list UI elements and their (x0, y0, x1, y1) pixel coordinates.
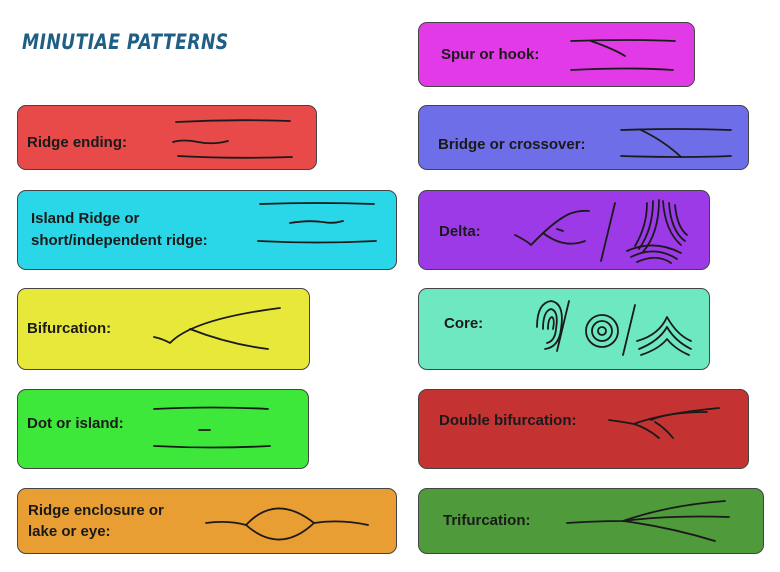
card-dot-or-island: Dot or island: (17, 389, 309, 469)
spur-or-hook-label: Spur or hook: (441, 46, 540, 63)
card-spur-or-hook: Spur or hook: (418, 22, 695, 87)
card-delta: Delta: (418, 190, 710, 270)
double-bifurcation-diagram (608, 407, 720, 439)
delta-label: Delta: (439, 223, 481, 240)
trifurcation-diagram (566, 500, 730, 542)
bridge-or-crossover-diagram (620, 128, 732, 158)
card-ridge-enclosure: Ridge enclosure or lake or eye: (17, 488, 397, 554)
ridge-enclosure-diagram (205, 507, 369, 541)
page-title: MINUTIAE PATTERNS (22, 30, 229, 54)
bifurcation-diagram (153, 307, 281, 350)
ridge-ending-diagram (172, 119, 293, 159)
ridge-enclosure-label-line2: lake or eye: (28, 523, 111, 540)
trifurcation-label: Trifurcation: (443, 512, 531, 529)
spur-or-hook-diagram (570, 39, 676, 71)
core-label: Core: (444, 315, 484, 332)
double-bifurcation-label: Double bifurcation: (439, 412, 577, 429)
card-double-bifurcation: Double bifurcation: (418, 389, 749, 469)
dot-or-island-diagram (153, 406, 271, 449)
bifurcation-label: Bifurcation: (27, 320, 112, 337)
ridge-enclosure-label-line1: Ridge enclosure or (28, 502, 164, 519)
dot-or-island-label: Dot or island: (27, 415, 124, 432)
island-ridge-diagram (257, 202, 377, 244)
core-diagram (536, 300, 692, 356)
card-island-ridge: Island Ridge or short/independent ridge: (17, 190, 397, 270)
card-core: Core: (418, 288, 710, 370)
card-ridge-ending: Ridge ending: (17, 105, 317, 170)
card-trifurcation: Trifurcation: (418, 488, 764, 554)
island-ridge-label-line1: Island Ridge or (31, 210, 140, 227)
card-bridge-or-crossover: Bridge or crossover: (418, 105, 749, 170)
card-bifurcation: Bifurcation: (17, 288, 310, 370)
delta-diagram (514, 199, 688, 264)
island-ridge-label-line2: short/independent ridge: (31, 232, 208, 249)
bridge-or-crossover-label: Bridge or crossover: (438, 136, 586, 153)
ridge-ending-label: Ridge ending: (27, 134, 127, 151)
